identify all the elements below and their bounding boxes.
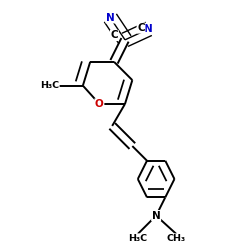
Text: O: O bbox=[95, 99, 104, 109]
Text: C: C bbox=[110, 30, 118, 40]
Text: N: N bbox=[152, 211, 160, 221]
Text: C: C bbox=[137, 23, 145, 33]
Text: H₃C: H₃C bbox=[40, 81, 59, 90]
Text: CH₃: CH₃ bbox=[167, 234, 186, 243]
Text: H₃C: H₃C bbox=[128, 234, 148, 243]
Text: N: N bbox=[106, 13, 115, 23]
Text: N: N bbox=[144, 24, 153, 34]
